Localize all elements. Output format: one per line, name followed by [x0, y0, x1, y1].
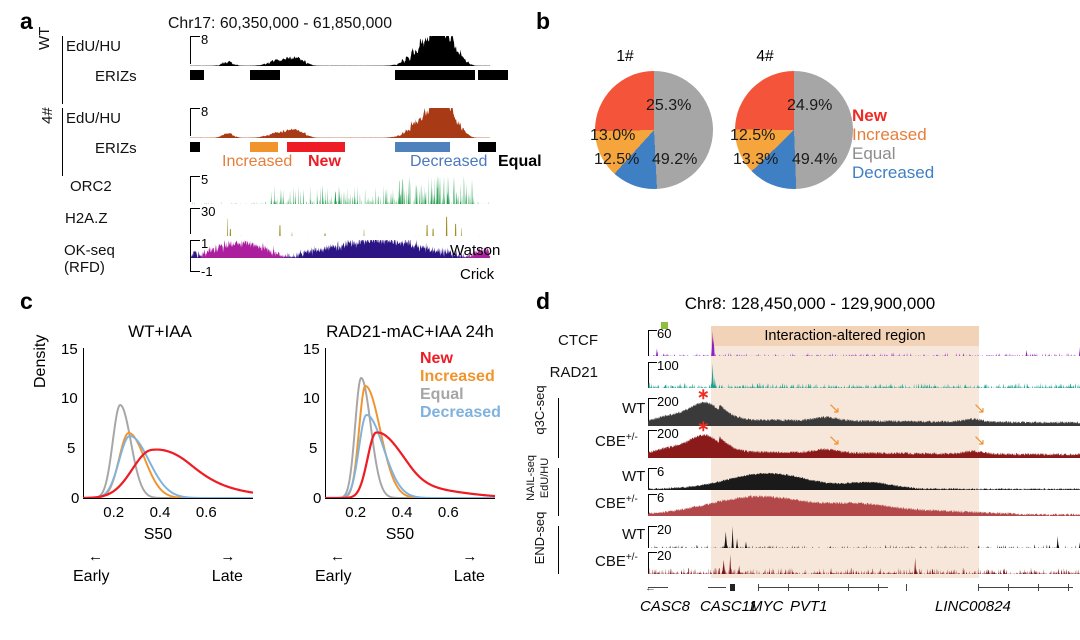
svg-text:END-seq: END-seq	[532, 512, 547, 565]
svg-text:q3C-seq: q3C-seq	[532, 385, 547, 434]
svg-text:EdU/HU: EdU/HU	[539, 458, 551, 498]
svg-text:NAIL-seq: NAIL-seq	[525, 455, 537, 501]
